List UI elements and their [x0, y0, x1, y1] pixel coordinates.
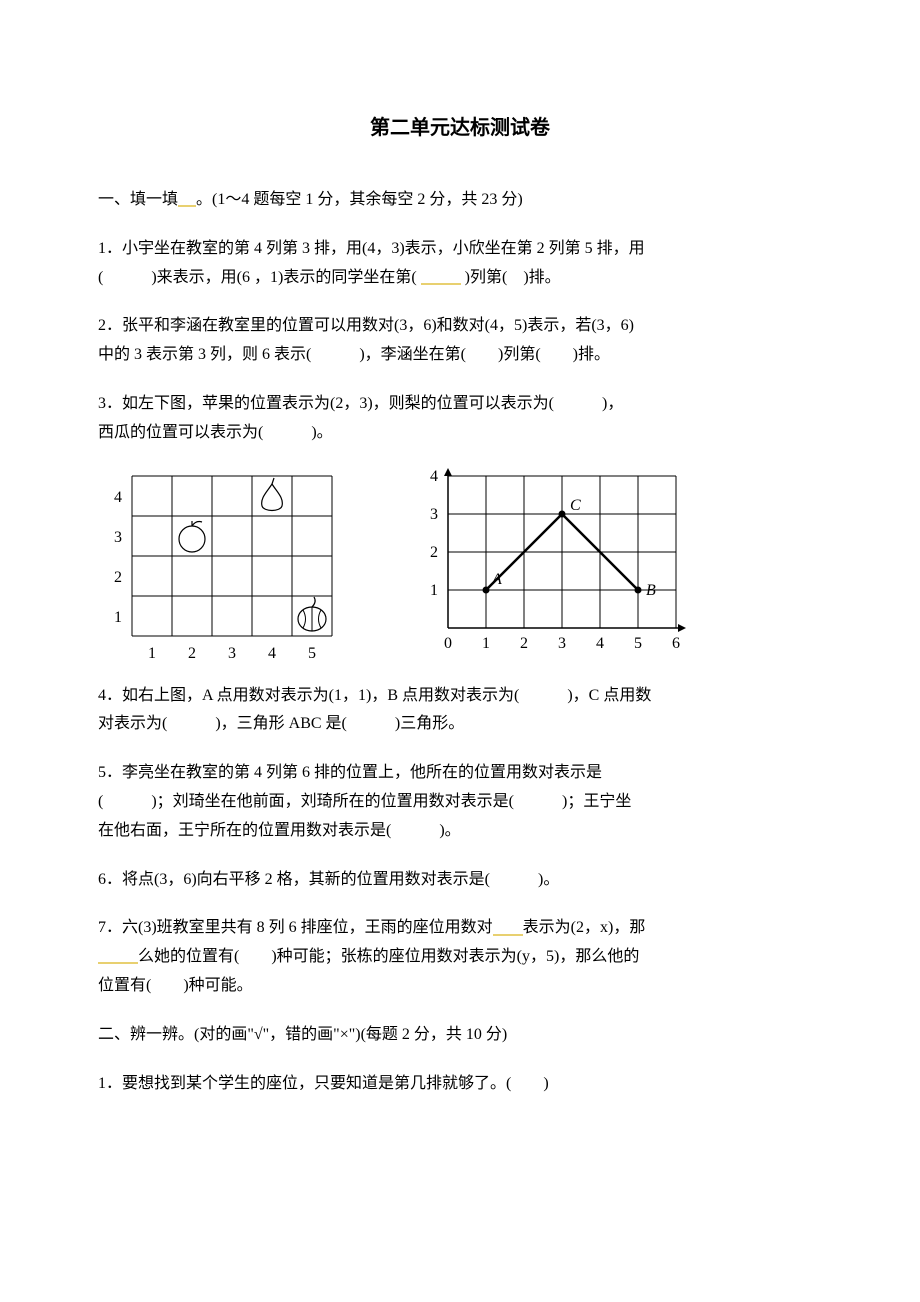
q5-line3: 在他右面，王宁所在的位置用数对表示是( )。 — [98, 817, 822, 846]
svg-text:C: C — [570, 497, 581, 514]
q1-p2a: ( — [98, 269, 103, 286]
q5-line2: ( )；刘琦坐在他前面，刘琦所在的位置用数对表示是( )；王宁坐 — [98, 788, 822, 817]
svg-text:A: A — [491, 571, 502, 588]
q1-line2: ( )来表示，用(6 ，1)表示的同学坐在第( )列第( )排。 — [98, 264, 822, 293]
svg-text:1: 1 — [114, 609, 122, 626]
svg-text:2: 2 — [520, 635, 528, 652]
question-3: 3．如左下图，苹果的位置表示为(2，3)，则梨的位置可以表示为( )， 西瓜的位… — [98, 390, 822, 448]
q7-p2a: 么她的位置有( )种可能；张栋的座位用数对表示为(y，5)，那么他的 — [138, 948, 639, 965]
svg-text:3: 3 — [558, 635, 566, 652]
question-4: 4．如右上图，A 点用数对表示为(1，1)，B 点用数对表示为( )，C 点用数… — [98, 682, 822, 740]
section-2-heading: 二、辨一辨。(对的画"√"，错的画"×")(每题 2 分，共 10 分) — [98, 1021, 822, 1050]
svg-text:0: 0 — [444, 635, 452, 652]
q7-line3: 位置有( )种可能。 — [98, 972, 822, 1001]
q7-line2: 么她的位置有( )种可能；张栋的座位用数对表示为(y，5)，那么他的 — [98, 943, 822, 972]
section-1-heading: 一、填一填 。(1～4 题每空 1 分，其余每空 2 分，共 23 分) — [98, 186, 822, 215]
q2-line2: 中的 3 表示第 3 列，则 6 表示( )，李涵坐在第( )列第( )排。 — [98, 341, 822, 370]
svg-text:4: 4 — [114, 489, 122, 506]
svg-text:5: 5 — [634, 635, 642, 652]
svg-text:3: 3 — [228, 645, 236, 662]
q1-p2b: )来表示，用(6 ，1)表示的同学坐在第( — [151, 269, 416, 286]
svg-text:6: 6 — [672, 635, 680, 652]
question-1: 1．小宇坐在教室的第 4 列第 3 排，用(4，3)表示，小欣坐在第 2 列第 … — [98, 235, 822, 293]
underline-decoration — [421, 271, 461, 285]
q4-line1: 4．如右上图，A 点用数对表示为(1，1)，B 点用数对表示为( )，C 点用数 — [98, 682, 822, 711]
svg-text:3: 3 — [430, 506, 438, 523]
svg-text:2: 2 — [430, 544, 438, 561]
question-2: 2．张平和李涵在教室里的位置可以用数对(3，6)和数对(4，5)表示，若(3，6… — [98, 312, 822, 370]
q3-line1: 3．如左下图，苹果的位置表示为(2，3)，则梨的位置可以表示为( )， — [98, 390, 822, 419]
q7-p1b: 表示为(2，x)，那 — [523, 919, 646, 936]
q5-line1: 5．李亮坐在教室的第 4 列第 6 排的位置上，他所在的位置用数对表示是 — [98, 759, 822, 788]
underline-decoration — [178, 193, 196, 207]
svg-text:1: 1 — [482, 635, 490, 652]
judge-1: 1．要想找到某个学生的座位，只要知道是第几排就够了。( ) — [98, 1070, 822, 1099]
section-1-label: 一、填一填 — [98, 191, 178, 208]
figure-right-coord: 1 2 3 4 0 1 2 3 4 5 6 A B C — [408, 468, 698, 658]
svg-text:2: 2 — [114, 569, 122, 586]
svg-text:2: 2 — [188, 645, 196, 662]
question-7: 7．六(3)班教室里共有 8 列 6 排座位，王雨的座位用数对 表示为(2，x)，… — [98, 914, 822, 1000]
q7-line1: 7．六(3)班教室里共有 8 列 6 排座位，王雨的座位用数对 表示为(2，x)，… — [98, 914, 822, 943]
q1-p2d: )排。 — [523, 269, 560, 286]
q1-p2c: )列第( — [465, 269, 508, 286]
svg-text:4: 4 — [268, 645, 276, 662]
svg-text:1: 1 — [148, 645, 156, 662]
svg-text:B: B — [646, 582, 656, 599]
q4-line2: 对表示为( )，三角形 ABC 是( )三角形。 — [98, 710, 822, 739]
figure-left-grid: 4 3 2 1 1 2 3 4 5 — [98, 468, 348, 668]
q2-line1: 2．张平和李涵在教室里的位置可以用数对(3，6)和数对(4，5)表示，若(3，6… — [98, 312, 822, 341]
question-6: 6．将点(3，6)向右平移 2 格，其新的位置用数对表示是( )。 — [98, 866, 822, 895]
q3-line2: 西瓜的位置可以表示为( )。 — [98, 419, 822, 448]
question-5: 5．李亮坐在教室的第 4 列第 6 排的位置上，他所在的位置用数对表示是 ( )… — [98, 759, 822, 845]
figures-row: 4 3 2 1 1 2 3 4 5 1 2 3 4 0 1 2 3 4 5 6 A B C — [98, 468, 822, 668]
svg-text:1: 1 — [430, 582, 438, 599]
svg-text:4: 4 — [430, 468, 438, 485]
svg-text:5: 5 — [308, 645, 316, 662]
page-title: 第二单元达标测试卷 — [98, 110, 822, 146]
section-1-suffix: 。(1～4 题每空 1 分，其余每空 2 分，共 23 分) — [196, 191, 523, 208]
underline-decoration — [493, 922, 523, 936]
underline-decoration — [98, 950, 138, 964]
q7-p1a: 7．六(3)班教室里共有 8 列 6 排座位，王雨的座位用数对 — [98, 919, 493, 936]
svg-text:3: 3 — [114, 529, 122, 546]
svg-text:4: 4 — [596, 635, 604, 652]
q1-line1: 1．小宇坐在教室的第 4 列第 3 排，用(4，3)表示，小欣坐在第 2 列第 … — [98, 235, 822, 264]
